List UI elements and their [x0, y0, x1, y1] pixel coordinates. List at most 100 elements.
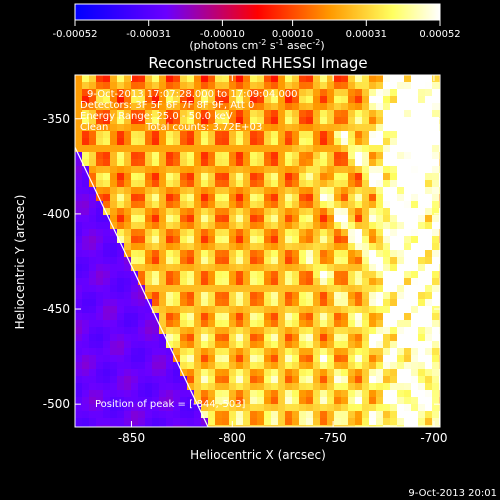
heatmap-cell: [285, 124, 292, 131]
heatmap-cell: [110, 320, 117, 327]
heatmap-cell: [152, 152, 159, 159]
heatmap-cell: [215, 180, 222, 187]
heatmap-cell: [75, 355, 82, 362]
heatmap-cell: [215, 152, 222, 159]
heatmap-cell: [425, 299, 432, 306]
heatmap-cell: [110, 208, 117, 215]
heatmap-cell: [89, 208, 96, 215]
heatmap-cell: [236, 362, 243, 369]
heatmap-cell: [376, 362, 383, 369]
heatmap-cell: [404, 271, 411, 278]
heatmap-cell: [313, 117, 320, 124]
heatmap-cell: [215, 383, 222, 390]
heatmap-cell: [432, 355, 439, 362]
heatmap-cell: [257, 250, 264, 257]
heatmap-cell: [82, 264, 89, 271]
heatmap-cell: [362, 229, 369, 236]
heatmap-cell: [131, 397, 138, 404]
heatmap-cell: [299, 75, 306, 82]
heatmap-cell: [334, 397, 341, 404]
heatmap-cell: [369, 418, 376, 425]
heatmap-cell: [138, 404, 145, 411]
heatmap-cell: [208, 187, 215, 194]
heatmap-cell: [376, 124, 383, 131]
heatmap-cell: [362, 306, 369, 313]
heatmap-cell: [236, 271, 243, 278]
heatmap-cell: [103, 229, 110, 236]
heatmap-cell: [299, 306, 306, 313]
heatmap-cell: [159, 299, 166, 306]
heatmap-cell: [180, 257, 187, 264]
heatmap-cell: [173, 306, 180, 313]
heatmap-cell: [152, 194, 159, 201]
heatmap-cell: [124, 194, 131, 201]
heatmap-cell: [131, 222, 138, 229]
heatmap-cell: [341, 131, 348, 138]
heatmap-cell: [166, 138, 173, 145]
heatmap-cell: [243, 138, 250, 145]
heatmap-cell: [397, 383, 404, 390]
heatmap-cell: [187, 159, 194, 166]
heatmap-cell: [243, 411, 250, 418]
heatmap-cell: [341, 362, 348, 369]
heatmap-cell: [194, 215, 201, 222]
heatmap-cell: [103, 355, 110, 362]
heatmap-cell: [257, 334, 264, 341]
heatmap-cell: [376, 285, 383, 292]
heatmap-cell: [215, 215, 222, 222]
heatmap-cell: [250, 173, 257, 180]
heatmap-cell: [341, 334, 348, 341]
colorbar-tick-label: -0.00031: [126, 29, 171, 40]
heatmap-cell: [362, 250, 369, 257]
heatmap-cell: [425, 215, 432, 222]
heatmap-cell: [376, 418, 383, 425]
heatmap-cell: [180, 306, 187, 313]
heatmap-cell: [82, 243, 89, 250]
heatmap-cell: [173, 124, 180, 131]
heatmap-cell: [229, 117, 236, 124]
heatmap-cell: [362, 425, 369, 427]
heatmap-cell: [376, 404, 383, 411]
heatmap-cell: [222, 243, 229, 250]
heatmap-cell: [306, 327, 313, 334]
heatmap-cell: [292, 89, 299, 96]
heatmap-cell: [75, 117, 82, 124]
heatmap-cell: [327, 292, 334, 299]
heatmap-cell: [271, 103, 278, 110]
heatmap-cell: [215, 334, 222, 341]
heatmap-cell: [292, 278, 299, 285]
heatmap-cell: [124, 320, 131, 327]
heatmap-cell: [96, 110, 103, 117]
heatmap-cell: [418, 341, 425, 348]
heatmap-cell: [250, 194, 257, 201]
heatmap-cell: [313, 222, 320, 229]
heatmap-cell: [327, 355, 334, 362]
heatmap-cell: [397, 243, 404, 250]
heatmap-cell: [264, 355, 271, 362]
heatmap-cell: [362, 89, 369, 96]
heatmap-cell: [425, 110, 432, 117]
heatmap-cell: [334, 292, 341, 299]
heatmap-cell: [173, 264, 180, 271]
heatmap-cell: [250, 124, 257, 131]
heatmap-cell: [236, 110, 243, 117]
heatmap-cell: [250, 110, 257, 117]
heatmap-cell: [131, 159, 138, 166]
heatmap-cell: [376, 110, 383, 117]
heatmap-cell: [432, 180, 439, 187]
heatmap-cell: [229, 271, 236, 278]
heatmap-cell: [96, 82, 103, 89]
heatmap-cell: [327, 75, 334, 82]
heatmap-cell: [306, 341, 313, 348]
heatmap-cell: [222, 159, 229, 166]
heatmap-cell: [299, 117, 306, 124]
heatmap-cell: [376, 390, 383, 397]
heatmap-cell: [306, 222, 313, 229]
heatmap-cell: [194, 327, 201, 334]
heatmap-cell: [390, 271, 397, 278]
heatmap-cell: [222, 264, 229, 271]
heatmap-cell: [215, 404, 222, 411]
heatmap-cell: [222, 145, 229, 152]
heatmap-cell: [180, 117, 187, 124]
heatmap-cell: [208, 131, 215, 138]
